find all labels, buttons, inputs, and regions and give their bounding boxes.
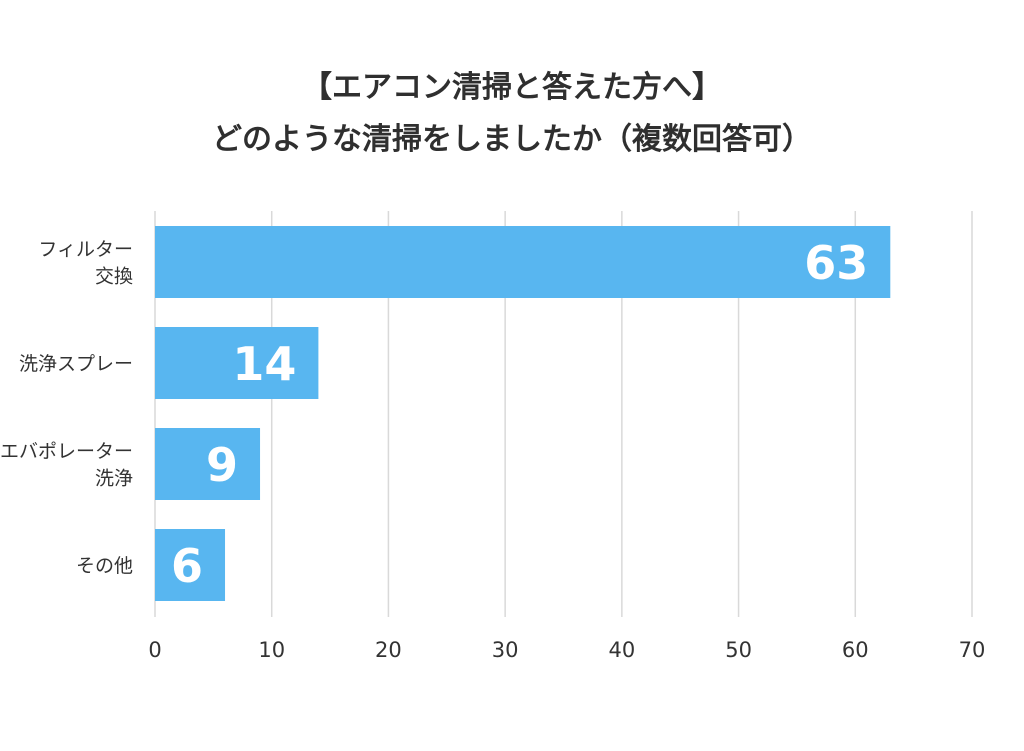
x-tick-label-50: 50 <box>725 638 752 662</box>
x-tick-label-10: 10 <box>258 638 285 662</box>
x-tick-label-30: 30 <box>492 638 519 662</box>
bar-value-label-1: 14 <box>232 337 296 391</box>
bar-3 <box>155 529 226 601</box>
x-tick-label-70: 70 <box>959 638 986 662</box>
chart-title-line-2: どのような清掃をしましたか（複数回答可） <box>212 122 812 157</box>
category-label-2-0: エバポレーター <box>0 441 133 463</box>
x-axis-tick-labels: 0 10 20 30 40 50 60 70 <box>148 638 985 662</box>
x-tick-label-20: 20 <box>375 638 402 662</box>
x-tick-label-40: 40 <box>608 638 635 662</box>
category-label-1-0: 洗浄スプレー <box>19 353 133 375</box>
bar-value-label-0: 63 <box>804 236 868 290</box>
x-tick-label-0: 0 <box>148 638 161 662</box>
chart-title-line-1: 【エアコン清掃と答えた方へ】 <box>302 70 722 105</box>
category-label-3-0: その他 <box>76 555 133 577</box>
category-label-0-0: フィルター <box>38 239 133 261</box>
bar-0 <box>155 226 891 298</box>
bar-value-label-2: 9 <box>206 438 238 492</box>
x-tick-label-60: 60 <box>842 638 869 662</box>
bar-1 <box>155 327 319 399</box>
category-label-2-1: 洗浄 <box>95 468 133 490</box>
bar-value-label-3: 6 <box>171 539 203 593</box>
bar-2 <box>155 428 261 500</box>
bars: 63 14 96 <box>155 226 891 601</box>
category-label-0-1: 交換 <box>95 266 133 288</box>
